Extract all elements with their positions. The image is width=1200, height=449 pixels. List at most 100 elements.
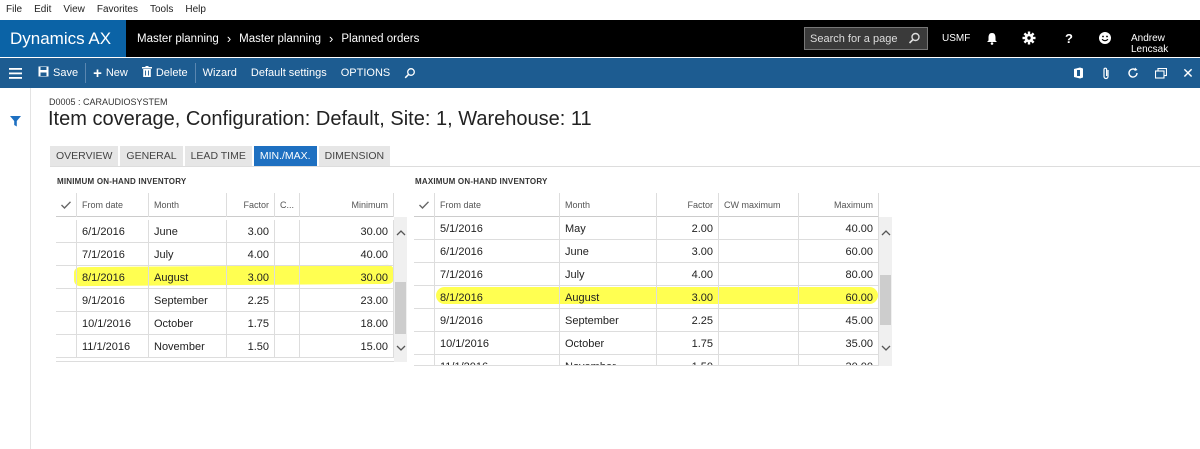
table-cell[interactable]: 23.00 — [300, 289, 394, 312]
table-row[interactable]: 9/1/2016 September 2.25 23.00 — [56, 289, 394, 312]
select-all-checkbox[interactable] — [56, 193, 77, 217]
table-cell[interactable]: 2.00 — [657, 217, 719, 240]
table-cell[interactable]: 6/1/2016 — [77, 220, 149, 243]
table-row[interactable]: 7/1/2016 July 4.00 80.00 — [414, 263, 879, 286]
table-cell[interactable]: 3.00 — [657, 240, 719, 263]
user-name[interactable]: Andrew Lencsak — [1131, 33, 1169, 55]
table-cell[interactable]: 15.00 — [300, 335, 394, 358]
table-cell[interactable] — [719, 286, 799, 309]
new-button[interactable]: + New — [86, 58, 135, 88]
column-header-cw[interactable]: C... — [275, 193, 300, 217]
column-header-factor[interactable]: Factor — [227, 193, 275, 217]
table-cell[interactable] — [275, 289, 300, 312]
table-cell[interactable]: 11/1/2016 — [435, 355, 560, 365]
table-row[interactable]: 7/1/2016 July 4.00 40.00 — [56, 243, 394, 266]
table-cell[interactable] — [56, 335, 77, 358]
table-cell[interactable]: 60.00 — [799, 240, 879, 263]
menu-help[interactable]: Help — [185, 4, 206, 15]
table-row[interactable]: 6/1/2016 June 3.00 60.00 — [414, 240, 879, 263]
table-cell[interactable]: 40.00 — [799, 217, 879, 240]
table-cell[interactable] — [275, 335, 300, 358]
close-icon[interactable]: ✕ — [1182, 64, 1194, 81]
tab-dimension[interactable]: DIMENSION — [318, 146, 391, 166]
table-row[interactable]: 5/1/2016 May 2.00 40.00 — [414, 217, 879, 240]
table-cell[interactable] — [414, 309, 435, 332]
table-cell[interactable]: 3.00 — [657, 286, 719, 309]
table-cell[interactable]: 10/1/2016 — [435, 332, 560, 355]
delete-button[interactable]: Delete — [135, 58, 195, 88]
tab-general[interactable]: GENERAL — [120, 146, 183, 166]
table-cell[interactable]: September — [560, 309, 657, 332]
table-cell[interactable] — [414, 286, 435, 309]
menu-view[interactable]: View — [63, 4, 85, 15]
table-cell[interactable]: October — [149, 312, 227, 335]
navigation-menu-icon[interactable] — [0, 58, 31, 88]
table-cell[interactable]: July — [560, 263, 657, 286]
table-cell[interactable] — [719, 240, 799, 263]
scrollbar-thumb[interactable] — [395, 282, 406, 334]
table-cell[interactable] — [719, 263, 799, 286]
table-row[interactable]: 10/1/2016 October 1.75 18.00 — [56, 312, 394, 335]
search-icon[interactable] — [397, 58, 423, 88]
table-cell[interactable]: 30.00 — [799, 355, 879, 365]
table-cell[interactable]: 2.25 — [227, 289, 275, 312]
bell-icon[interactable] — [984, 30, 1000, 46]
table-row[interactable]: 9/1/2016 September 2.25 45.00 — [414, 309, 879, 332]
table-cell[interactable] — [719, 309, 799, 332]
column-header-from-date[interactable]: From date — [77, 193, 149, 217]
table-cell[interactable]: 18.00 — [300, 312, 394, 335]
table-cell[interactable]: 2.25 — [657, 309, 719, 332]
table-cell[interactable] — [275, 266, 300, 289]
column-header-from-date[interactable]: From date — [435, 193, 560, 217]
feedback-smiley-icon[interactable] — [1097, 30, 1113, 46]
table-cell[interactable]: 7/1/2016 — [77, 243, 149, 266]
table-cell[interactable]: 30.00 — [300, 266, 394, 289]
table-cell[interactable]: June — [149, 220, 227, 243]
tab-min-max[interactable]: MIN./MAX. — [253, 146, 317, 166]
app-brand[interactable]: Dynamics AX — [0, 20, 126, 57]
table-cell[interactable]: 45.00 — [799, 309, 879, 332]
table-cell[interactable] — [414, 263, 435, 286]
table-cell[interactable]: 60.00 — [799, 286, 879, 309]
table-cell[interactable]: 4.00 — [227, 243, 275, 266]
table-cell[interactable]: July — [149, 243, 227, 266]
table-cell[interactable] — [414, 217, 435, 240]
attachment-icon[interactable] — [1099, 66, 1113, 80]
table-cell[interactable]: 9/1/2016 — [435, 309, 560, 332]
refresh-icon[interactable] — [1126, 66, 1140, 80]
table-cell[interactable]: 3.00 — [227, 266, 275, 289]
breadcrumb-item[interactable]: Planned orders — [341, 32, 420, 45]
table-cell[interactable]: October — [560, 332, 657, 355]
search-icon[interactable] — [908, 32, 921, 48]
tab-overview[interactable]: OVERVIEW — [50, 146, 119, 166]
filter-icon[interactable] — [10, 116, 21, 130]
table-cell[interactable] — [275, 312, 300, 335]
table-cell[interactable] — [719, 217, 799, 240]
table-cell[interactable] — [414, 355, 435, 365]
open-new-window-icon[interactable] — [1154, 66, 1168, 80]
table-cell[interactable]: 11/1/2016 — [77, 335, 149, 358]
breadcrumb-item[interactable]: Master planning — [239, 32, 321, 45]
table-cell[interactable]: 1.75 — [227, 312, 275, 335]
table-cell[interactable]: November — [560, 355, 657, 365]
table-cell[interactable] — [719, 355, 799, 365]
help-icon[interactable]: ? — [1065, 30, 1073, 46]
table-cell[interactable] — [56, 266, 77, 289]
table-cell[interactable]: 40.00 — [300, 243, 394, 266]
table-cell[interactable] — [56, 289, 77, 312]
table-cell[interactable] — [719, 332, 799, 355]
tab-lead-time[interactable]: LEAD TIME — [184, 146, 252, 166]
search-input[interactable]: Search for a page — [804, 27, 928, 50]
table-cell[interactable]: 9/1/2016 — [77, 289, 149, 312]
table-row[interactable]: 11/1/2016 November 1.50 15.00 — [56, 335, 394, 358]
gear-icon[interactable] — [1021, 30, 1037, 46]
table-cell[interactable]: September — [149, 289, 227, 312]
table-row[interactable]: 6/1/2016 June 3.00 30.00 — [56, 220, 394, 243]
table-cell[interactable] — [275, 243, 300, 266]
table-row[interactable]: 8/1/2016 August 3.00 60.00 — [414, 286, 879, 309]
column-header-cw-maximum[interactable]: CW maximum — [719, 193, 799, 217]
table-cell[interactable] — [414, 240, 435, 263]
table-cell[interactable] — [56, 243, 77, 266]
table-cell[interactable]: 6/1/2016 — [435, 240, 560, 263]
table-cell[interactable]: 35.00 — [799, 332, 879, 355]
